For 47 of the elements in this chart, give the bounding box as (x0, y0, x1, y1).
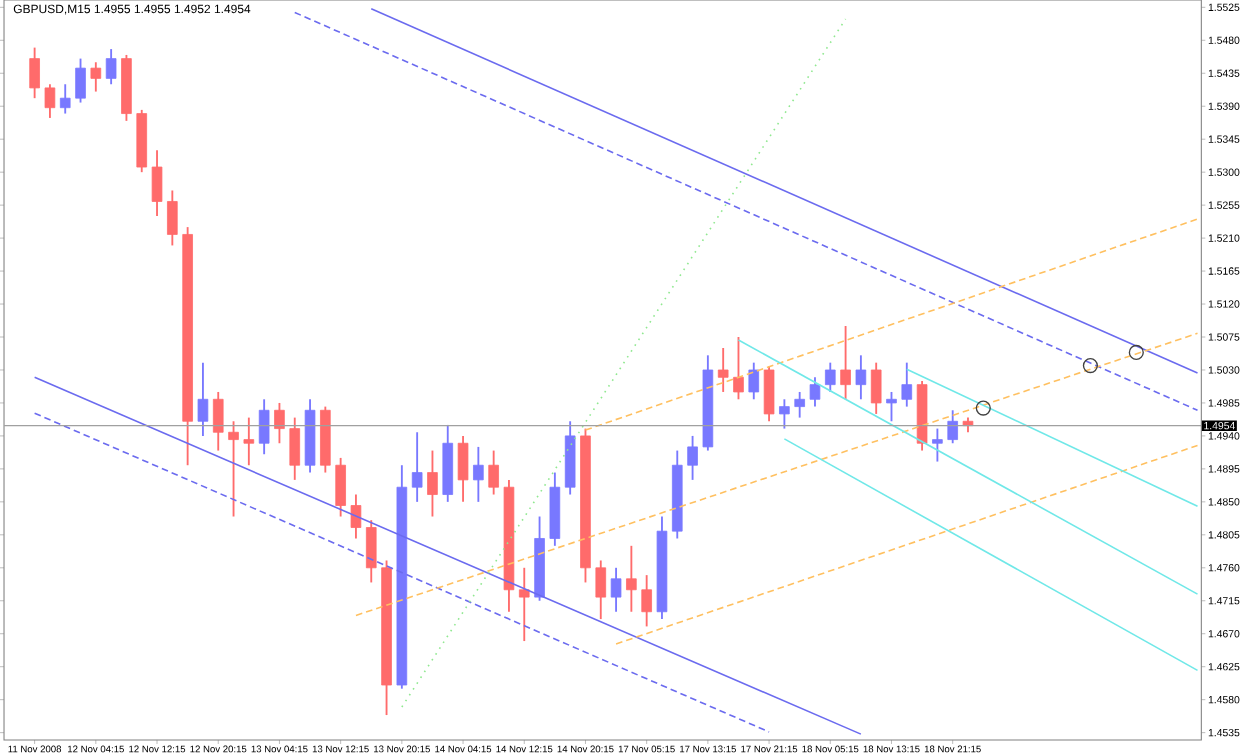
candlestick (855, 354, 867, 401)
candlestick (886, 391, 897, 423)
candlestick (75, 57, 86, 104)
candlestick (350, 493, 362, 540)
candlestick (243, 416, 255, 467)
candlestick (779, 398, 790, 430)
candlestick (212, 391, 224, 452)
candlestick (228, 420, 239, 518)
candlestick (870, 361, 882, 415)
candlestick (840, 325, 851, 401)
candlestick (258, 398, 270, 456)
candlestick (197, 361, 209, 437)
candlestick (794, 391, 805, 419)
candlestick (427, 449, 438, 518)
candlestick (824, 361, 836, 393)
candlestick (44, 83, 56, 119)
candlestick (335, 456, 346, 518)
candlestick (167, 189, 178, 247)
candlestick (457, 434, 469, 503)
point (1082, 357, 1098, 374)
candlestick (733, 336, 744, 401)
candlestick (947, 409, 958, 445)
candlestick (488, 449, 499, 496)
point (1128, 344, 1144, 360)
candlestick (641, 574, 652, 628)
candlestick (809, 376, 821, 408)
candlestick (595, 559, 607, 621)
candlestick (29, 46, 40, 100)
candlestick (518, 566, 530, 642)
candlestick (901, 361, 913, 408)
candlestick (626, 544, 637, 613)
candlestick (90, 61, 102, 93)
candlestick (717, 347, 729, 393)
candlestick (748, 361, 760, 401)
candlestick (105, 48, 117, 86)
candlestick (411, 431, 423, 503)
candlestick (473, 445, 484, 503)
candlestick (932, 427, 943, 463)
candlestick (763, 365, 775, 423)
candlestick (151, 149, 163, 218)
candlestick (687, 434, 698, 481)
candlestick (365, 519, 377, 584)
point (975, 400, 991, 416)
candlestick (610, 566, 622, 613)
candlestick (289, 416, 301, 481)
candlestick (274, 402, 285, 445)
candlestick (59, 83, 71, 115)
